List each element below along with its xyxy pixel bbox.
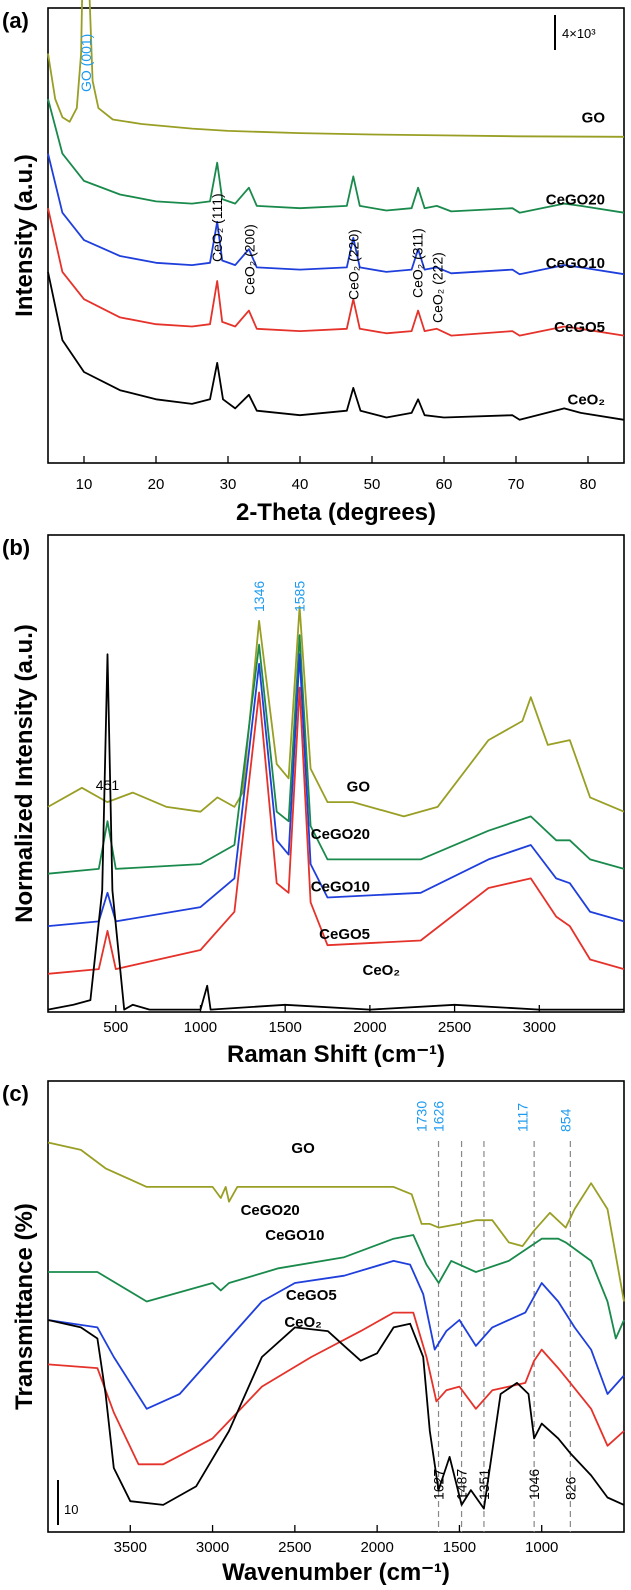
- plot-frame: [47, 7, 625, 464]
- peak-label: 1351: [476, 1469, 492, 1500]
- y-axis-label: Transmittance (%): [11, 1203, 38, 1410]
- series-line: [47, 98, 625, 214]
- x-axis-label: 2-Theta (degrees): [236, 499, 436, 526]
- peak-label: 826: [562, 1476, 578, 1500]
- x-tick-label: 500: [103, 1019, 128, 1036]
- x-tick-label: 3000: [523, 1019, 556, 1036]
- peak-label: CeO₂ (200): [242, 224, 258, 295]
- x-tick-label: 2500: [278, 1539, 311, 1556]
- peak-label: GO (001): [78, 34, 94, 92]
- series-label: CeO₂: [567, 392, 605, 409]
- peak-label: 1487: [454, 1469, 470, 1500]
- series-label: CeGO10: [311, 879, 370, 896]
- series-label: GO: [582, 110, 606, 127]
- peak-label: 1046: [526, 1469, 542, 1500]
- series-label: CeGO5: [286, 1287, 337, 1304]
- series-line: [47, 271, 625, 421]
- peak-label: CeO₂ (222): [430, 252, 446, 323]
- series-line: [47, 1311, 625, 1466]
- peak-label: 1627: [431, 1469, 447, 1500]
- x-tick-label: 3500: [114, 1539, 147, 1556]
- peak-label: 1730: [414, 1101, 430, 1132]
- series-label: CeGO10: [546, 255, 605, 272]
- panel-label: (b): [2, 535, 30, 560]
- peak-label: CeO₂ (311): [409, 228, 425, 298]
- y-axis-label: Intensity (a.u.): [11, 154, 38, 317]
- series-line: [47, 1141, 625, 1302]
- series-line: [47, 686, 625, 975]
- series-label: GO: [347, 778, 371, 795]
- series-line: [47, 1319, 625, 1510]
- x-tick-label: 80: [580, 476, 597, 493]
- series-label: GO: [291, 1140, 315, 1157]
- series-label: CeGO20: [311, 826, 370, 843]
- peak-label: 1346: [251, 581, 267, 612]
- panel-b: 500 1000 1500 2000 2500 3000 Raman Shift (cm⁻¹…: [2, 534, 625, 1068]
- x-tick-label: 1500: [268, 1019, 301, 1036]
- panel-c: 3500 3000 2500 2000 1500 1000 Wavenumber (cm⁻¹…: [2, 1080, 625, 1586]
- x-axis-label: Raman Shift (cm⁻¹): [227, 1041, 445, 1068]
- series-label: CeGO10: [265, 1227, 324, 1244]
- series-line: [47, 605, 625, 818]
- series-label: CeGO5: [554, 319, 605, 336]
- peak-label: 451: [96, 777, 120, 793]
- series-label: CeGO5: [319, 926, 370, 943]
- panel-label: (c): [2, 1081, 29, 1106]
- x-tick-label: 1500: [443, 1539, 476, 1556]
- x-tick-label: 10: [76, 476, 93, 493]
- series-line: [47, 153, 625, 276]
- panel-label: (a): [2, 8, 29, 33]
- series-line: [47, 653, 624, 1011]
- peak-label: 1626: [431, 1101, 447, 1132]
- series-label: CeO₂: [284, 1314, 322, 1331]
- peak-label: 1585: [292, 581, 308, 612]
- x-tick-label: 1000: [525, 1539, 558, 1556]
- x-tick-label: 50: [364, 476, 381, 493]
- x-tick-label: 2000: [360, 1539, 393, 1556]
- x-tick-label: 20: [148, 476, 165, 493]
- x-tick-label: 60: [436, 476, 453, 493]
- x-tick-label: 2000: [353, 1019, 386, 1036]
- series-line: [47, 634, 625, 875]
- series-line: [47, 0, 625, 138]
- peak-label: 1117: [514, 1103, 530, 1132]
- peak-label: CeO₂ (111): [209, 193, 225, 262]
- x-tick-label: 30: [220, 476, 237, 493]
- series-line: [48, 1234, 625, 1340]
- series-label: CeO₂: [362, 962, 400, 979]
- series-line: [47, 1260, 625, 1410]
- scale-bar-label: 10: [64, 1502, 78, 1517]
- y-axis-label: Normalized Intensity (a.u.): [11, 624, 38, 923]
- scale-bar-label: 4×10³: [562, 26, 596, 41]
- series-line: [47, 208, 625, 337]
- x-axis-label: Wavenumber (cm⁻¹): [222, 1559, 450, 1585]
- peak-label: CeO₂ (220): [345, 229, 361, 300]
- plot-frame: [47, 1080, 625, 1533]
- series-label: CeGO20: [241, 1202, 300, 1219]
- x-tick-label: 1000: [184, 1019, 217, 1036]
- x-tick-label: 40: [292, 476, 309, 493]
- x-tick-label: 70: [508, 476, 525, 493]
- plot-frame: [47, 534, 625, 1013]
- x-tick-label: 3000: [196, 1539, 229, 1556]
- peak-label: 854: [558, 1108, 574, 1132]
- series-label: CeGO20: [546, 191, 605, 208]
- x-tick-label: 2500: [438, 1019, 471, 1036]
- panel-a: 10 20 30 40 50 60 70 80 2-Theta (degrees) Intensi…: [2, 0, 625, 526]
